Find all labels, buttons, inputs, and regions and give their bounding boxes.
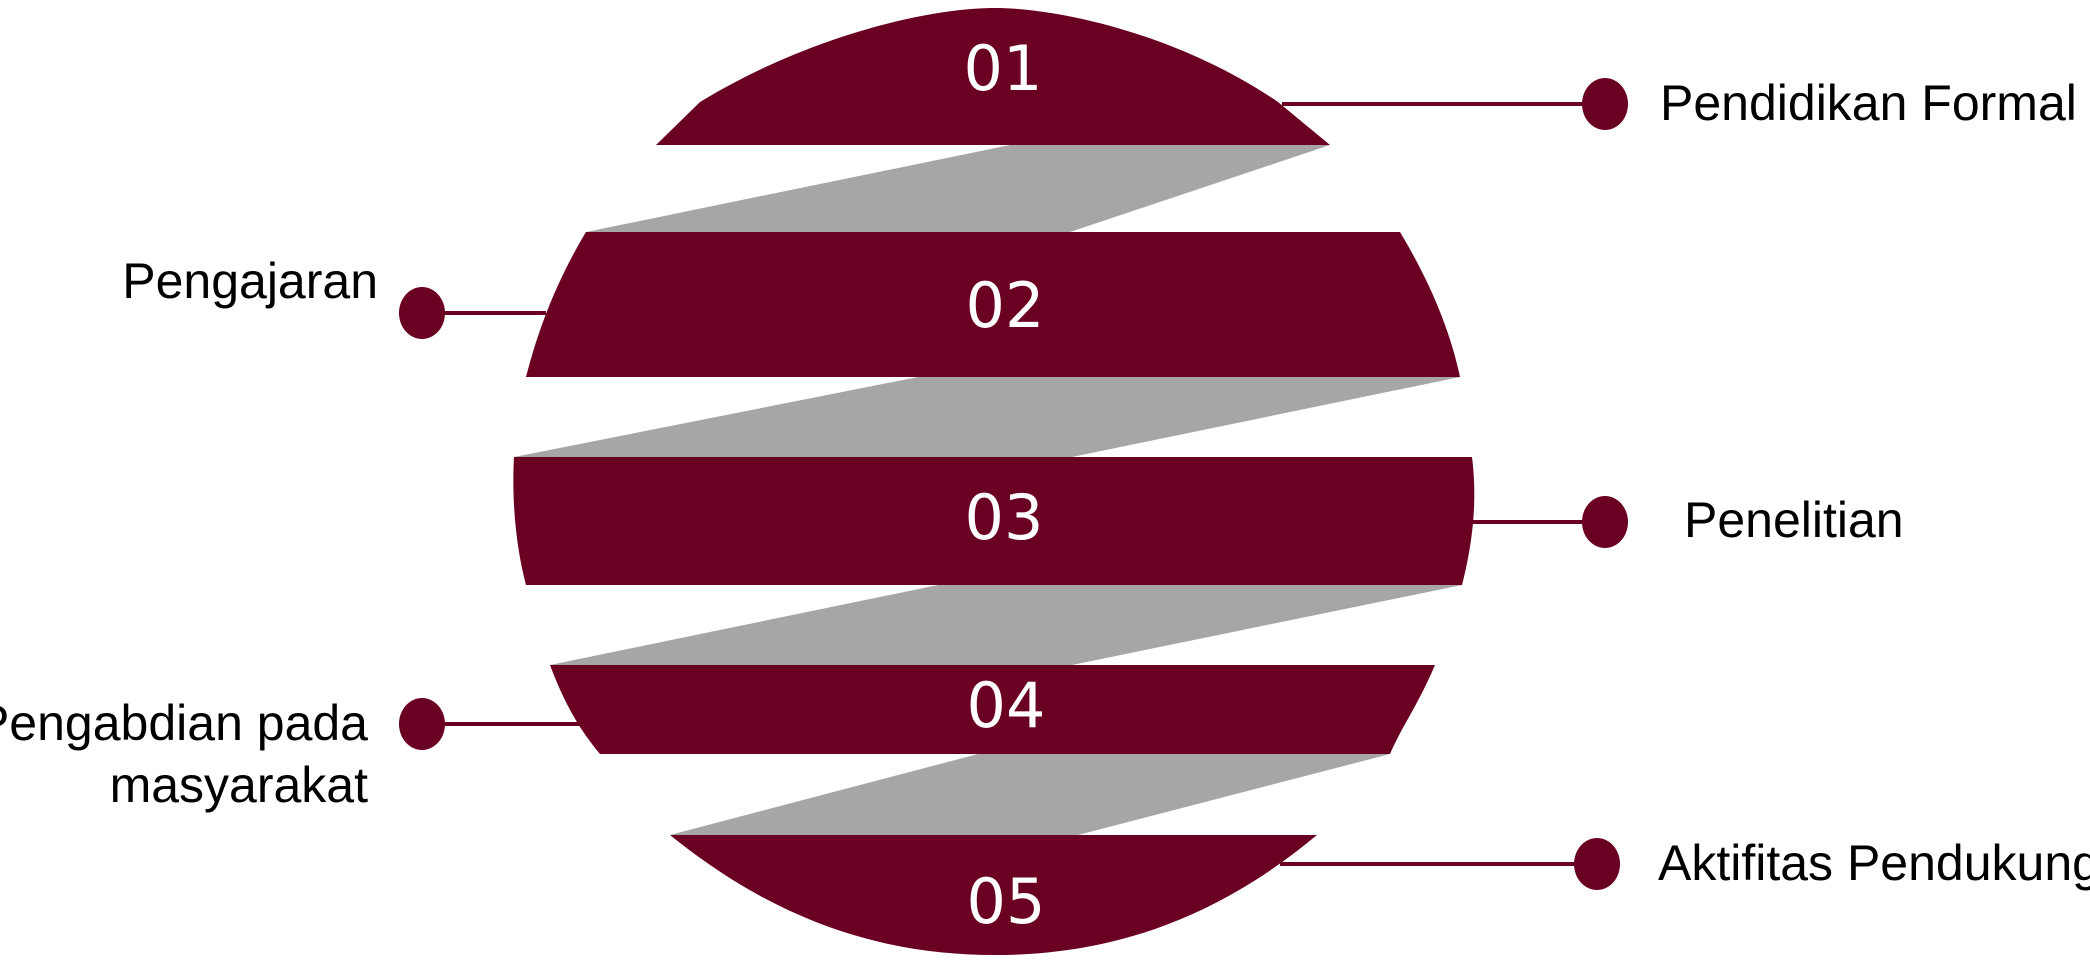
label-line-2: masyarakat [109,757,368,813]
label-penelitian: Penelitian [1684,492,1904,548]
band-03 [513,457,1475,585]
segment-number-02: 02 [966,269,1045,342]
connector-02-03 [514,377,1460,457]
label-line-1: Pengabdian pada [0,695,368,751]
connector-04-05 [670,754,1390,835]
leader-dot-01 [1582,78,1628,130]
connector-01-02 [586,145,1330,232]
leader-dot-02 [399,287,445,339]
band-04 [550,665,1435,754]
label-pengajaran: Pengajaran [122,253,378,309]
segment-number-04: 04 [967,669,1046,742]
leader-dot-05 [1574,838,1620,890]
band-05 [670,835,1317,955]
segment-number-03: 03 [965,481,1044,554]
segment-number-05: 05 [967,865,1046,938]
band-01 [656,8,1330,145]
label-aktifitas-pendukung: Aktifitas Pendukung [1658,835,2090,891]
leader-dot-04 [399,698,445,750]
band-02 [526,232,1460,377]
label-pengabdian-pada-masyarakat: Pengabdian pada masyarakat [0,692,368,816]
leader-dot-03 [1582,496,1628,548]
connector-03-04 [550,585,1462,665]
segment-number-01: 01 [964,32,1043,105]
label-pendidikan-formal: Pendidikan Formal [1660,75,2077,131]
